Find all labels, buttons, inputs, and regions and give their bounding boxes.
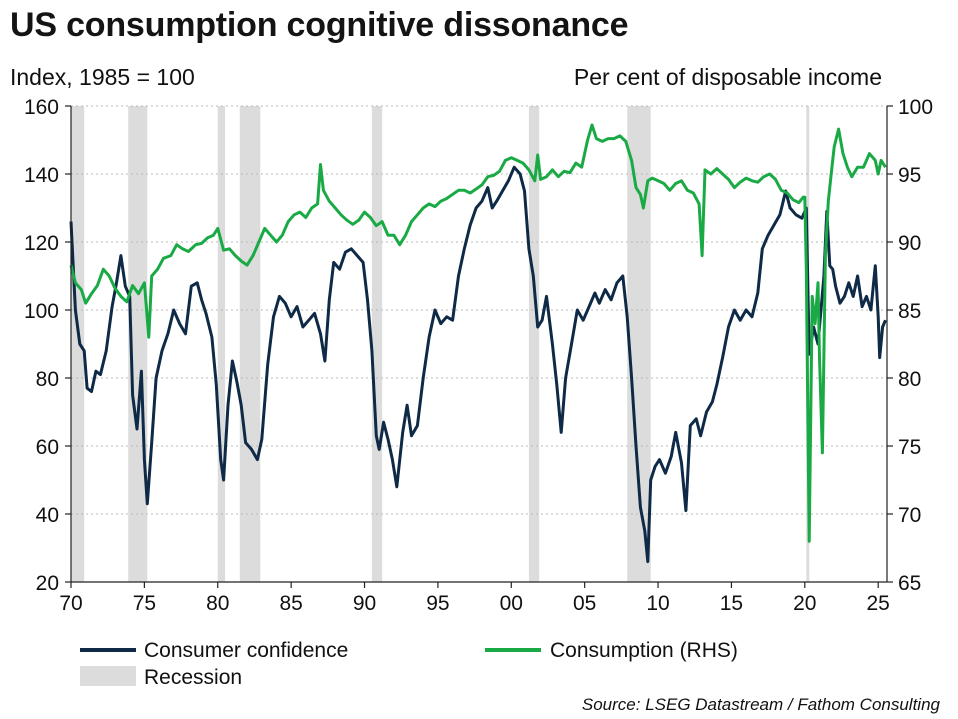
right-tick-label-4: 85	[898, 300, 921, 323]
x-tick-label-4: 90	[353, 592, 376, 615]
right-tick-label-5: 90	[898, 232, 921, 255]
right-tick-label-6: 95	[898, 164, 921, 187]
x-tick-label-11: 25	[867, 592, 890, 615]
recession-band-6	[627, 106, 651, 582]
axes	[65, 105, 893, 588]
x-tick-label-10: 20	[793, 592, 816, 615]
series-lines	[69, 123, 887, 564]
x-tick-label-3: 85	[279, 592, 302, 615]
recession-band-0	[71, 106, 85, 582]
recession-band-5	[528, 106, 540, 582]
right-tick-label-7: 100	[898, 96, 933, 119]
left-tick-label-2: 60	[36, 436, 59, 459]
series-line-confidence	[69, 165, 887, 564]
legend-label-confidence: Consumer confidence	[144, 639, 348, 662]
left-tick-label-4: 100	[24, 300, 59, 323]
left-tick-label-5: 120	[24, 232, 59, 255]
recession-bands	[71, 106, 810, 582]
right-tick-label-0: 65	[898, 572, 921, 595]
tick-labels: 20 40 60 80 100 120 140 160 65 70 75 80 85 90 95 100 70 7…	[24, 96, 933, 615]
x-tick-label-0: 70	[59, 592, 82, 615]
left-tick-label-1: 40	[36, 504, 59, 527]
x-tick-label-1: 75	[133, 592, 156, 615]
left-tick-label-6: 140	[24, 164, 59, 187]
legend-label-recession: Recession	[144, 666, 242, 689]
recession-band-2	[217, 106, 226, 582]
series-line-consumption	[69, 123, 887, 543]
left-tick-label-7: 160	[24, 96, 59, 119]
legend-swatch-recession	[80, 666, 136, 686]
recession-band-3	[239, 106, 261, 582]
x-tick-label-2: 80	[206, 592, 229, 615]
recession-band-4	[371, 106, 383, 582]
x-tick-label-7: 05	[573, 592, 596, 615]
source-note: Source: LSEG Datastream / Fathom Consult…	[581, 695, 940, 714]
x-tick-label-8: 10	[646, 592, 669, 615]
legend: Consumer confidence Consumption (RHS) Re…	[80, 639, 738, 689]
chart-title: US consumption cognitive dissonance	[10, 6, 629, 44]
x-tick-label-5: 95	[426, 592, 449, 615]
legend-label-consumption: Consumption (RHS)	[550, 639, 738, 662]
right-axis-label: Per cent of disposable income	[573, 64, 882, 90]
gridlines	[71, 105, 887, 515]
recession-band-1	[128, 106, 148, 582]
right-tick-label-3: 80	[898, 368, 921, 391]
left-tick-label-0: 20	[36, 572, 59, 595]
left-tick-label-3: 80	[36, 368, 59, 391]
right-tick-label-1: 70	[898, 504, 921, 527]
right-tick-label-2: 75	[898, 436, 921, 459]
x-tick-label-6: 00	[500, 592, 523, 615]
left-axis-label: Index, 1985 = 100	[10, 64, 195, 90]
x-tick-label-9: 15	[720, 592, 743, 615]
